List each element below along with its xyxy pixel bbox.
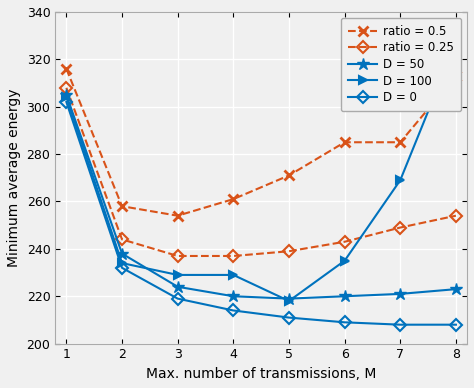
ratio = 0.25 bbox=[342, 239, 347, 244]
D = 50 bbox=[286, 296, 292, 301]
D = 0 bbox=[64, 100, 69, 104]
D = 50 bbox=[397, 291, 403, 296]
ratio = 0.5 bbox=[453, 74, 459, 78]
ratio = 0.25 bbox=[119, 237, 125, 242]
Line: ratio = 0.25: ratio = 0.25 bbox=[62, 83, 460, 260]
D = 100 bbox=[342, 258, 347, 263]
Line: ratio = 0.5: ratio = 0.5 bbox=[62, 64, 461, 220]
D = 0 bbox=[175, 296, 181, 301]
Line: D = 100: D = 100 bbox=[62, 38, 460, 305]
D = 100 bbox=[286, 299, 292, 303]
X-axis label: Max. number of transmissions, M: Max. number of transmissions, M bbox=[146, 367, 376, 381]
ratio = 0.5 bbox=[230, 197, 236, 201]
D = 0 bbox=[453, 322, 459, 327]
D = 100 bbox=[230, 273, 236, 277]
ratio = 0.5 bbox=[397, 140, 403, 145]
Line: D = 0: D = 0 bbox=[62, 98, 460, 329]
Line: D = 50: D = 50 bbox=[60, 88, 462, 305]
D = 100 bbox=[175, 273, 181, 277]
D = 50 bbox=[175, 284, 181, 289]
ratio = 0.25 bbox=[453, 213, 459, 218]
D = 0 bbox=[342, 320, 347, 325]
Y-axis label: Minimum average energy: Minimum average energy bbox=[7, 88, 21, 267]
D = 50 bbox=[64, 93, 69, 97]
D = 0 bbox=[397, 322, 403, 327]
D = 100 bbox=[453, 40, 459, 45]
D = 50 bbox=[342, 294, 347, 299]
D = 100 bbox=[397, 178, 403, 182]
ratio = 0.5 bbox=[342, 140, 347, 145]
ratio = 0.5 bbox=[286, 173, 292, 178]
Legend: ratio = 0.5, ratio = 0.25, D = 50, D = 100, D = 0: ratio = 0.5, ratio = 0.25, D = 50, D = 1… bbox=[341, 18, 461, 111]
ratio = 0.25 bbox=[397, 225, 403, 230]
D = 0 bbox=[119, 265, 125, 270]
D = 0 bbox=[286, 315, 292, 320]
D = 50 bbox=[453, 287, 459, 291]
D = 100 bbox=[64, 95, 69, 100]
D = 100 bbox=[119, 261, 125, 265]
ratio = 0.25 bbox=[230, 254, 236, 258]
D = 50 bbox=[119, 251, 125, 256]
ratio = 0.25 bbox=[286, 249, 292, 254]
ratio = 0.5 bbox=[175, 213, 181, 218]
D = 0 bbox=[230, 308, 236, 313]
ratio = 0.25 bbox=[175, 254, 181, 258]
ratio = 0.25 bbox=[64, 85, 69, 90]
ratio = 0.5 bbox=[64, 66, 69, 71]
D = 50 bbox=[230, 294, 236, 299]
ratio = 0.5 bbox=[119, 204, 125, 209]
